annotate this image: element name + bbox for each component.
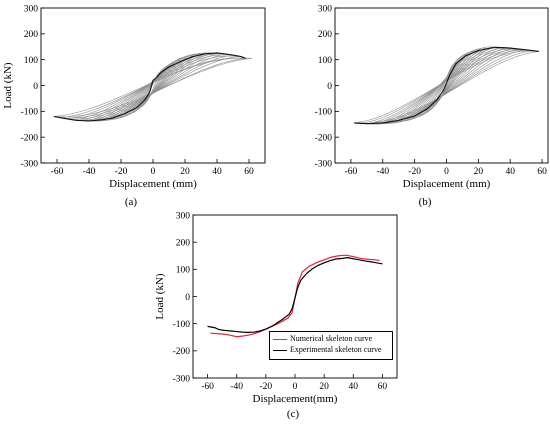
legend-c: Numerical skeleton curve Experimental sk… [269,331,393,360]
series-line-c-1 [207,257,383,333]
x-tick-label-b-5: 40 [505,167,515,177]
x-tick-label-b-0: -60 [345,167,358,177]
panel-label-b: (b) [418,196,432,208]
chart-a-plot: -60 -40 -20 0 20 40 60-300-200-1000100200300Di… [2,4,266,190]
loops-a [53,52,253,122]
x-axis-title-a: Displacement (mm) [109,178,197,190]
loops-b [354,46,539,125]
x-tick-label-c-3: 0 [293,382,298,392]
y-tick-label-a-3: 0 [33,82,38,92]
x-tick-label-a-5: 40 [212,167,222,177]
x-tick-label-c-0: -60 [201,382,214,392]
y-axis-title-a: Load (kN) [2,62,14,108]
x-tick-label-a-0: -60 [51,167,64,177]
x-tick-label-c-6: 60 [378,382,388,392]
y-tick-label-b-4: 100 [318,56,333,66]
x-axis-title-b: Displacement (mm) [403,178,491,190]
y-tick-label-b-1: -200 [315,133,333,143]
y-tick-label-c-5: 200 [176,238,191,248]
legend-swatch-experimental [273,350,287,351]
y-axis-title-c: Load (kN) [154,273,166,319]
y-tick-label-a-6: 300 [24,4,39,14]
y-tick-label-a-5: 200 [24,30,39,40]
x-tick-label-a-1: -40 [83,167,96,177]
y-tick-label-a-2: -100 [21,108,39,118]
y-tick-label-c-4: 100 [176,266,191,276]
y-tick-label-b-6: 300 [318,4,333,14]
x-tick-label-c-5: 40 [349,382,359,392]
y-tick-label-c-1: -200 [173,347,191,357]
y-tick-label-a-1: -200 [21,133,39,143]
y-tick-label-a-0: -300 [21,159,39,169]
x-tick-label-c-4: 20 [319,382,329,392]
legend-label-experimental: Experimental skeleton curve [290,345,382,354]
legend-swatch-numerical [273,339,287,340]
y-tick-label-b-3: 0 [327,82,332,92]
legend-label-numerical: Numerical skeleton curve [290,334,373,343]
chart-b-plot: -60 -40 -20 0 20 40 60-300-200-1000100200300Di… [315,4,549,190]
x-tick-label-c-1: -40 [230,382,243,392]
x-tick-label-a-6: 60 [244,167,254,177]
x-tick-label-b-4: 20 [474,167,484,177]
y-tick-label-c-6: 300 [176,211,191,221]
chart-c-plot: -60 -40 -20 0 20 40 60-300-200-1000100200300Di… [154,211,398,405]
skeleton-curve-b [354,46,539,125]
y-tick-label-a-4: 100 [24,56,39,66]
x-tick-label-b-1: -40 [376,167,389,177]
y-tick-label-b-5: 200 [318,30,333,40]
y-tick-label-c-3: 0 [185,293,190,303]
y-tick-label-b-2: -100 [315,108,333,118]
y-tick-label-c-2: -100 [173,320,191,330]
x-tick-label-a-2: -20 [115,167,128,177]
x-tick-label-b-6: 60 [537,167,547,177]
x-axis-title-c: Displacement(mm) [253,393,338,405]
skeleton-curve-a [53,52,246,122]
x-tick-label-b-2: -20 [408,167,421,177]
x-tick-label-c-2: -20 [260,382,273,392]
y-tick-label-b-0: -300 [315,159,333,169]
panel-label-a: (a) [124,196,138,208]
panel-label-c: (c) [286,408,300,420]
x-tick-label-a-4: 20 [180,167,190,177]
x-tick-label-a-3: 0 [151,167,156,177]
y-tick-label-c-0: -300 [173,374,191,384]
x-tick-label-b-3: 0 [444,167,449,177]
